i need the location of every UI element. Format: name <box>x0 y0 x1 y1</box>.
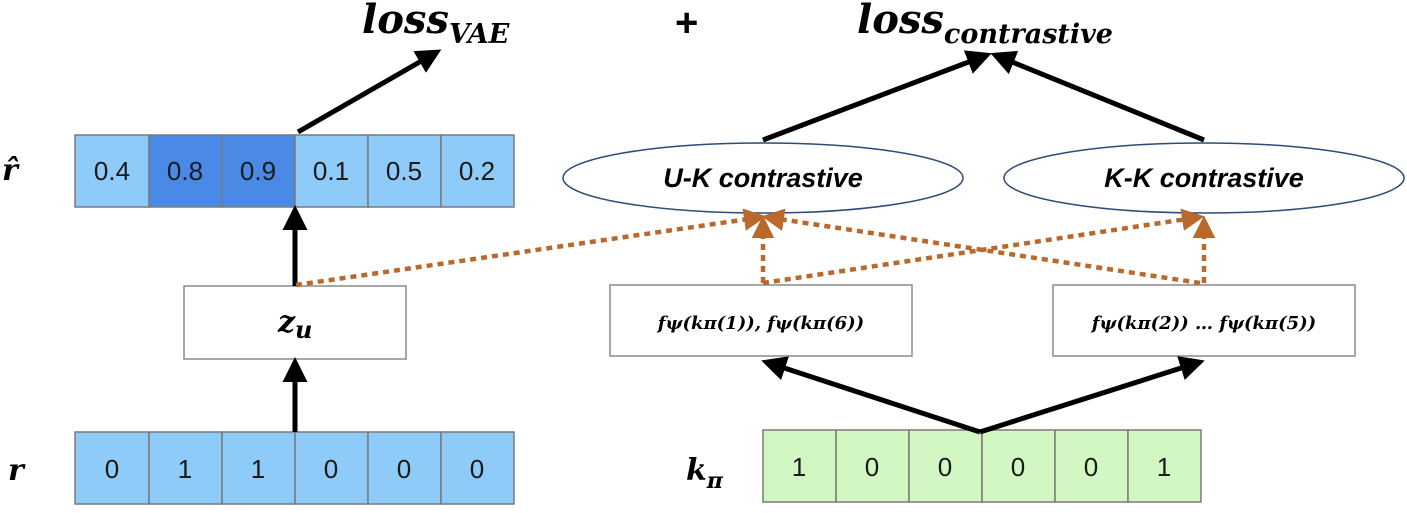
r-hat-cell-value: 0.8 <box>167 156 203 186</box>
latent-z-subscript: u <box>295 315 312 344</box>
r-cell: 1 <box>148 431 223 505</box>
k-pi-cell: 1 <box>762 429 837 503</box>
k-pi-cell-value: 0 <box>865 452 879 482</box>
r-hat-cell: 0.4 <box>74 134 150 208</box>
dotted-arrow-left-box-to-kk <box>762 208 1205 286</box>
r-hat-cell-value: 0.4 <box>94 156 130 186</box>
latent-z-box: zu <box>183 285 407 360</box>
r-cell: 1 <box>221 431 296 505</box>
k-pi-cell-value: 0 <box>938 452 952 482</box>
r-cell-value: 0 <box>324 454 338 484</box>
r-hat-cell: 0.1 <box>294 134 369 208</box>
k-pi-cell-value: 1 <box>792 452 806 482</box>
k-pi-cell-value: 0 <box>1084 452 1098 482</box>
r-cell: 0 <box>294 431 369 505</box>
uk-contrastive-ellipse: U-K contrastive <box>562 142 964 214</box>
arrow-r-hat-to-loss-vae <box>296 49 442 135</box>
k-pi-label-base: k <box>686 453 707 488</box>
r-hat-cell-value: 0.2 <box>459 156 495 186</box>
r-hat-cell: 0.9 <box>221 134 296 208</box>
dotted-arrow-z-to-uk <box>295 208 767 288</box>
k-pi-cell-value: 1 <box>1157 452 1171 482</box>
loss-contrastive-subscript: contrastive <box>944 19 1113 50</box>
r-hat-cell-value: 0.1 <box>313 156 349 186</box>
dotted-arrow-right-box-to-uk <box>761 208 1201 286</box>
r-hat-label: r̂ <box>2 153 20 188</box>
kk-contrastive-label: K-K contrastive <box>1104 163 1304 193</box>
r-hat-cell: 0.8 <box>148 134 223 208</box>
r-cell: 0 <box>74 431 150 505</box>
encoded-knowledge-right-text: fψ(kπ(2)) … fψ(kπ(5)) <box>1090 313 1316 334</box>
arrow-k-pi-to-right-box <box>979 356 1205 435</box>
r-cell-value: 1 <box>251 454 265 484</box>
r-hat-cell: 0.2 <box>440 134 515 208</box>
r-cell: 0 <box>367 431 442 505</box>
k-pi-cell: 0 <box>835 429 910 503</box>
k-pi-label-subscript: π <box>706 468 724 494</box>
r-hat-cell-value: 0.5 <box>386 156 422 186</box>
arrow-k-pi-to-left-box <box>761 356 981 435</box>
r-vector: 0 1 1 0 0 0 <box>74 431 515 505</box>
loss-vae-base: loss <box>362 0 449 43</box>
arrow-kk-to-loss-contrastive <box>990 50 1205 143</box>
k-pi-cell: 0 <box>981 429 1056 503</box>
encoded-knowledge-left-text: fψ(kπ(1)), fψ(kπ(6)) <box>656 313 864 334</box>
r-label: r <box>8 453 26 488</box>
r-hat-cell: 0.5 <box>367 134 442 208</box>
loss-vae-label: lossVAE <box>362 0 510 50</box>
kk-contrastive-ellipse: K-K contrastive <box>1003 142 1405 214</box>
k-pi-label: kπ <box>686 453 724 494</box>
loss-vae-subscript: VAE <box>449 19 510 50</box>
r-cell: 0 <box>440 431 515 505</box>
plus-sign: + <box>675 1 698 45</box>
latent-z-base: z <box>277 305 296 340</box>
r-cell-value: 0 <box>397 454 411 484</box>
loss-contrastive-base: loss <box>857 0 944 43</box>
r-cell-value: 0 <box>105 454 119 484</box>
r-hat-vector: 0.4 0.8 0.9 0.1 0.5 0.2 <box>74 134 515 208</box>
arrow-uk-to-loss-contrastive <box>762 50 992 143</box>
k-pi-cell: 0 <box>908 429 983 503</box>
r-cell-value: 1 <box>178 454 192 484</box>
r-hat-cell-value: 0.9 <box>240 156 276 186</box>
k-pi-cell-value: 0 <box>1011 452 1025 482</box>
uk-contrastive-label: U-K contrastive <box>663 163 863 193</box>
encoded-knowledge-box-left: fψ(kπ(1)), fψ(kπ(6)) <box>609 284 913 357</box>
k-pi-cell: 0 <box>1054 429 1129 503</box>
encoded-knowledge-box-right: fψ(kπ(2)) … fψ(kπ(5)) <box>1052 284 1356 357</box>
k-pi-cell: 1 <box>1127 429 1202 503</box>
loss-contrastive-label: losscontrastive <box>857 0 1113 50</box>
k-pi-vector: 1 0 0 0 0 1 <box>762 429 1202 503</box>
r-cell-value: 0 <box>470 454 484 484</box>
latent-z-label: zu <box>277 305 313 344</box>
